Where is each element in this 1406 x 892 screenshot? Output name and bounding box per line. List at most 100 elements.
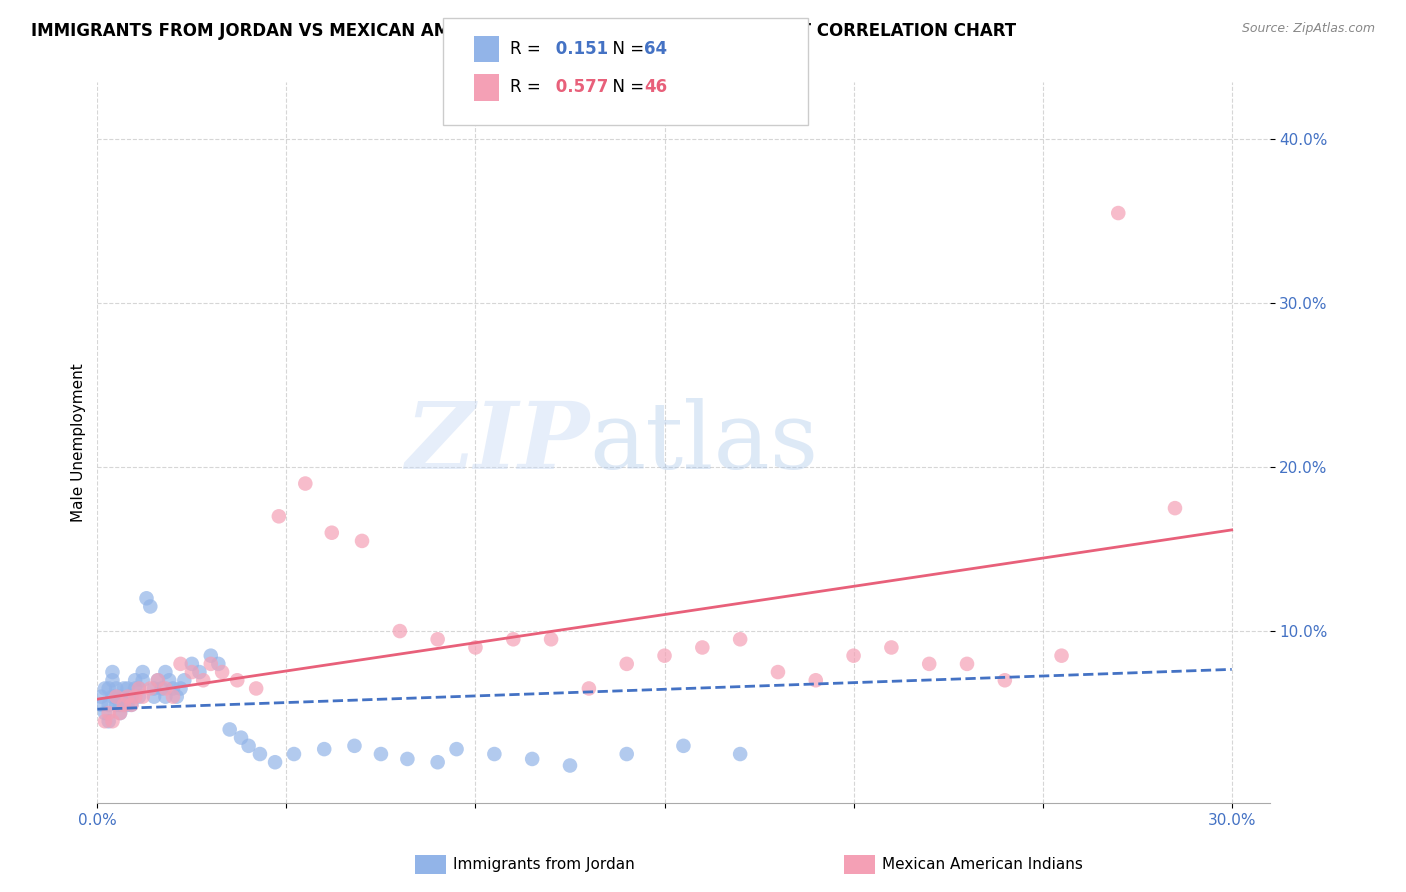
Point xyxy=(128,681,150,696)
Point xyxy=(918,657,941,671)
Point xyxy=(132,690,155,704)
Point xyxy=(120,698,142,712)
Point xyxy=(464,640,486,655)
Point xyxy=(426,756,449,770)
Point xyxy=(692,640,714,655)
Point xyxy=(105,690,128,704)
Point xyxy=(150,681,173,696)
Point xyxy=(94,706,117,720)
Point xyxy=(108,698,131,712)
Point xyxy=(128,681,150,696)
Point xyxy=(117,698,139,712)
Point xyxy=(101,714,124,729)
Text: 0.577: 0.577 xyxy=(550,78,609,96)
Point xyxy=(180,657,202,671)
Point xyxy=(294,476,316,491)
Text: R =: R = xyxy=(510,40,547,58)
Point xyxy=(90,690,112,704)
Point xyxy=(229,731,252,745)
Point xyxy=(157,673,180,688)
Point xyxy=(169,657,191,671)
Point xyxy=(370,747,392,761)
Text: N =: N = xyxy=(602,78,650,96)
Point xyxy=(162,681,184,696)
Point xyxy=(101,690,124,704)
Point xyxy=(880,640,903,655)
Point xyxy=(135,591,157,606)
Point xyxy=(124,690,146,704)
Point xyxy=(173,673,195,688)
Point xyxy=(956,657,979,671)
Text: 64: 64 xyxy=(644,40,666,58)
Point xyxy=(238,739,260,753)
Point xyxy=(396,752,419,766)
Y-axis label: Male Unemployment: Male Unemployment xyxy=(72,363,86,522)
Point xyxy=(108,690,131,704)
Point xyxy=(994,673,1017,688)
Point xyxy=(180,665,202,679)
Text: ZIP: ZIP xyxy=(405,398,589,488)
Point xyxy=(117,690,139,704)
Point xyxy=(166,690,188,704)
Point xyxy=(211,665,233,679)
Point xyxy=(108,706,131,720)
Point xyxy=(155,681,177,696)
Point xyxy=(350,533,373,548)
Point xyxy=(155,690,177,704)
Point xyxy=(558,758,581,772)
Point xyxy=(105,690,128,704)
Point xyxy=(143,690,166,704)
Point xyxy=(188,665,211,679)
Point xyxy=(728,632,751,647)
Point xyxy=(766,665,789,679)
Point xyxy=(94,681,117,696)
Point xyxy=(540,632,562,647)
Point xyxy=(522,752,544,766)
Point xyxy=(267,509,290,524)
Point xyxy=(426,632,449,647)
Point xyxy=(484,747,506,761)
Text: Source: ZipAtlas.com: Source: ZipAtlas.com xyxy=(1241,22,1375,36)
Point xyxy=(97,698,120,712)
Point xyxy=(124,673,146,688)
Point xyxy=(117,690,139,704)
Point xyxy=(169,681,191,696)
Point xyxy=(112,681,135,696)
Point xyxy=(139,681,162,696)
Point xyxy=(249,747,271,761)
Point xyxy=(1050,648,1073,663)
Point xyxy=(143,681,166,696)
Point xyxy=(1164,501,1187,516)
Text: Mexican American Indians: Mexican American Indians xyxy=(882,857,1083,871)
Point xyxy=(1107,206,1129,220)
Point xyxy=(97,706,120,720)
Point xyxy=(90,698,112,712)
Point xyxy=(314,742,336,756)
Point xyxy=(283,747,305,761)
Point xyxy=(146,673,169,688)
Point xyxy=(117,681,139,696)
Point xyxy=(128,690,150,704)
Point xyxy=(112,698,135,712)
Point xyxy=(162,690,184,704)
Point xyxy=(97,681,120,696)
Point xyxy=(502,632,524,647)
Text: 46: 46 xyxy=(644,78,666,96)
Point xyxy=(343,739,366,753)
Text: atlas: atlas xyxy=(589,398,818,488)
Point xyxy=(146,673,169,688)
Point xyxy=(207,657,229,671)
Point xyxy=(200,648,222,663)
Text: Immigrants from Jordan: Immigrants from Jordan xyxy=(453,857,634,871)
Point xyxy=(388,624,411,638)
Text: R =: R = xyxy=(510,78,547,96)
Point xyxy=(226,673,249,688)
Point xyxy=(321,525,343,540)
Point xyxy=(132,673,155,688)
Point xyxy=(578,681,600,696)
Point xyxy=(105,681,128,696)
Point xyxy=(264,756,287,770)
Text: IMMIGRANTS FROM JORDAN VS MEXICAN AMERICAN INDIAN MALE UNEMPLOYMENT CORRELATION : IMMIGRANTS FROM JORDAN VS MEXICAN AMERIC… xyxy=(31,22,1017,40)
Point xyxy=(245,681,267,696)
Point xyxy=(101,665,124,679)
